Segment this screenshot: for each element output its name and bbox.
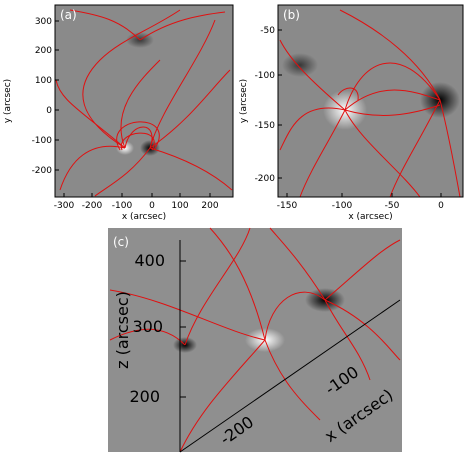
x-axis-label: x (arcsec) [348,212,392,222]
panel-label: (b) [283,8,300,22]
x-tick-label: -100 [112,201,133,211]
x-tick-label: -100 [332,201,353,211]
panel-label: (a) [60,8,77,22]
x-tick-label: 100 [171,201,188,211]
panel-c [108,227,402,453]
y-tick-label: -50 [260,26,275,36]
y-tick-label: 300 [35,17,52,27]
x-tick-label: 200 [201,201,218,211]
y-tick-label: -200 [32,166,53,176]
z-tick-label: 400 [134,251,165,270]
y-tick-label: -200 [255,174,276,184]
z-tick-label: 300 [132,317,163,336]
y-tick-label: -100 [32,136,53,146]
y-tick-label: -100 [255,71,276,81]
z-axis-label: z (arcsec) [113,291,132,369]
y-tick-label: 200 [35,46,52,56]
y-axis-label: y (arcsec) [239,79,249,123]
z-tick-label: 200 [129,387,160,406]
y-axis-label: y (arcsec) [3,79,13,123]
x-tick-label: 0 [438,201,444,211]
x-tick-label: 0 [149,201,155,211]
x-tick-label: -300 [54,201,75,211]
panel-a [54,4,234,198]
x-tick-label: -200 [82,201,103,211]
x-tick-label: -150 [277,201,298,211]
panel-b [277,4,464,198]
panel-label: (c) [113,235,129,249]
x-tick-label: -50 [385,201,400,211]
field-lines [109,227,401,453]
y-tick-label: -150 [255,121,276,131]
x-axis-label: x (arcsec) [122,212,166,222]
y-tick-label: 0 [46,106,52,116]
field-lines [279,9,461,198]
y-tick-label: 100 [35,76,52,86]
field-lines [55,9,233,197]
